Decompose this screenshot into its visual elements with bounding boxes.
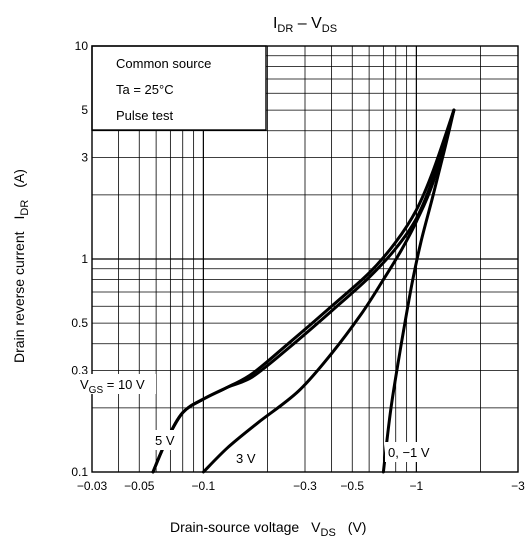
x-tick-label: −0.03: [77, 479, 108, 493]
series-label-bg-3v: [232, 448, 262, 468]
condition-temperature: Ta = 25°C: [116, 82, 174, 97]
curve-vgs-10v: [151, 108, 456, 474]
chart-title: IDR – VDS: [273, 15, 337, 35]
y-tick-label: 0.3: [71, 363, 88, 377]
curves: [151, 108, 456, 474]
y-tick-label: 0.5: [71, 316, 88, 330]
condition-common-source: Common source: [116, 56, 211, 71]
x-tick-labels: −0.03 −0.05 −0.1 −0.3 −0.5 −1 −3: [77, 479, 525, 493]
series-label-bg-10v: [78, 374, 156, 394]
conditions-box-frame: [91, 45, 267, 131]
x-tick-label: −0.1: [192, 479, 216, 493]
x-tick-label: −0.05: [124, 479, 155, 493]
series-label-vgs-10v: VGS = 10 V: [80, 377, 145, 396]
x-tick-label: −3: [511, 479, 525, 493]
y-tick-label: 10: [75, 39, 89, 53]
conditions-box: Common source Ta = 25°C Pulse test: [91, 45, 267, 131]
series-labels: VGS = 10 V 5 V 3 V 0, −1 V: [78, 374, 441, 468]
x-tick-label: −0.5: [340, 479, 364, 493]
series-label-5v: 5 V: [155, 433, 175, 448]
y-tick-label: 1: [81, 252, 88, 266]
curve-vgs-0-minus1v: [381, 108, 456, 474]
y-tick-label: 0.1: [71, 465, 88, 479]
series-label-bg-5v: [151, 430, 179, 450]
condition-pulse-test: Pulse test: [116, 108, 173, 123]
curve-vgs-5v: [151, 108, 456, 474]
y-tick-label: 5: [81, 103, 88, 117]
y-tick-label: 3: [81, 150, 88, 164]
y-axis-label: Drain reverse currentIDR(A): [11, 169, 31, 363]
x-tick-label: −0.3: [293, 479, 317, 493]
series-label-0-minus1v: 0, −1 V: [388, 445, 430, 460]
plot-frame: [91, 45, 519, 473]
series-label-bg-0v: [385, 442, 441, 462]
curve-vgs-3v: [201, 108, 456, 474]
x-axis-label: Drain-source voltage VDS (V): [170, 519, 366, 539]
y-tick-labels: 0.1 0.3 0.5 1 3 5 10: [71, 39, 88, 479]
x-tick-label: −1: [410, 479, 424, 493]
series-label-3v: 3 V: [236, 451, 256, 466]
